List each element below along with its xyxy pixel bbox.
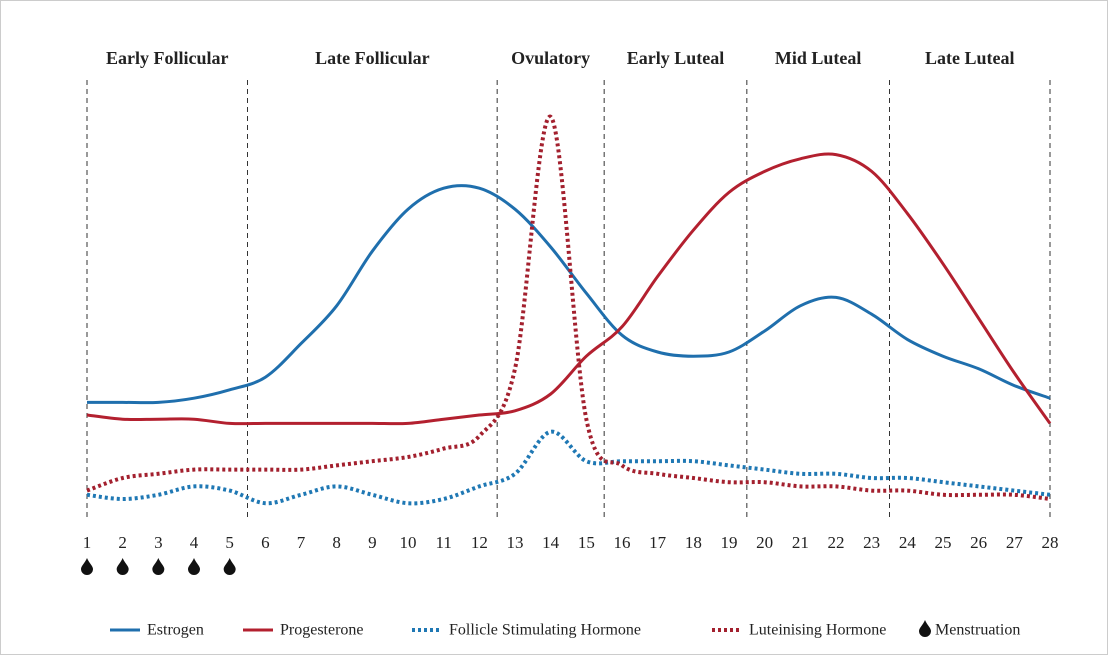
phase-label: Mid Luteal bbox=[775, 48, 862, 68]
x-tick-label: 7 bbox=[297, 533, 306, 552]
x-tick-label: 28 bbox=[1042, 533, 1059, 552]
legend-label: Luteinising Hormone bbox=[749, 622, 886, 639]
phase-label: Late Follicular bbox=[315, 48, 429, 68]
x-tick-label: 16 bbox=[614, 533, 631, 552]
x-tick-label: 6 bbox=[261, 533, 270, 552]
series-line bbox=[86, 152, 1052, 426]
x-tick-label: 20 bbox=[756, 533, 773, 552]
x-tick-label: 14 bbox=[542, 533, 560, 552]
x-tick-label: 8 bbox=[332, 533, 341, 552]
x-tick-label: 12 bbox=[471, 533, 488, 552]
phase-label: Early Luteal bbox=[627, 48, 725, 68]
x-tick-label: 15 bbox=[578, 533, 595, 552]
x-tick-label: 25 bbox=[935, 533, 952, 552]
x-tick-label: 5 bbox=[225, 533, 234, 552]
series-line bbox=[86, 429, 1051, 506]
x-tick-label: 13 bbox=[507, 533, 524, 552]
legend-label: Estrogen bbox=[147, 622, 204, 639]
legend-swatch bbox=[919, 620, 931, 637]
x-tick-label: 11 bbox=[435, 533, 451, 552]
x-tick-label: 1 bbox=[83, 533, 92, 552]
x-tick-label: 22 bbox=[828, 533, 845, 552]
phase-label: Early Follicular bbox=[106, 48, 228, 68]
x-tick-label: 18 bbox=[685, 533, 702, 552]
x-tick-label: 4 bbox=[190, 533, 199, 552]
x-tick-label: 10 bbox=[400, 533, 417, 552]
legend-label: Menstruation bbox=[935, 622, 1020, 639]
x-tick-label: 17 bbox=[649, 533, 667, 552]
x-tick-label: 26 bbox=[970, 533, 987, 552]
legend-label: Progesterone bbox=[280, 622, 364, 639]
x-tick-label: 27 bbox=[1006, 533, 1024, 552]
phase-label: Ovulatory bbox=[511, 48, 590, 68]
x-tick-label: 24 bbox=[899, 533, 917, 552]
x-tick-label: 3 bbox=[154, 533, 163, 552]
x-tick-label: 2 bbox=[118, 533, 127, 552]
x-tick-label: 19 bbox=[721, 533, 738, 552]
series-line bbox=[86, 114, 1051, 501]
menstruation-drop bbox=[188, 558, 200, 575]
x-tick-label: 9 bbox=[368, 533, 377, 552]
phase-label: Late Luteal bbox=[925, 48, 1015, 68]
x-tick-label: 21 bbox=[792, 533, 809, 552]
menstruation-drop bbox=[152, 558, 165, 575]
legend-label: Follicle Stimulating Hormone bbox=[449, 622, 641, 639]
series-line bbox=[87, 184, 1051, 405]
menstruation-drop bbox=[116, 558, 129, 575]
x-tick-label: 23 bbox=[863, 533, 880, 552]
menstruation-drop bbox=[81, 558, 93, 575]
menstruation-drop bbox=[223, 558, 236, 575]
